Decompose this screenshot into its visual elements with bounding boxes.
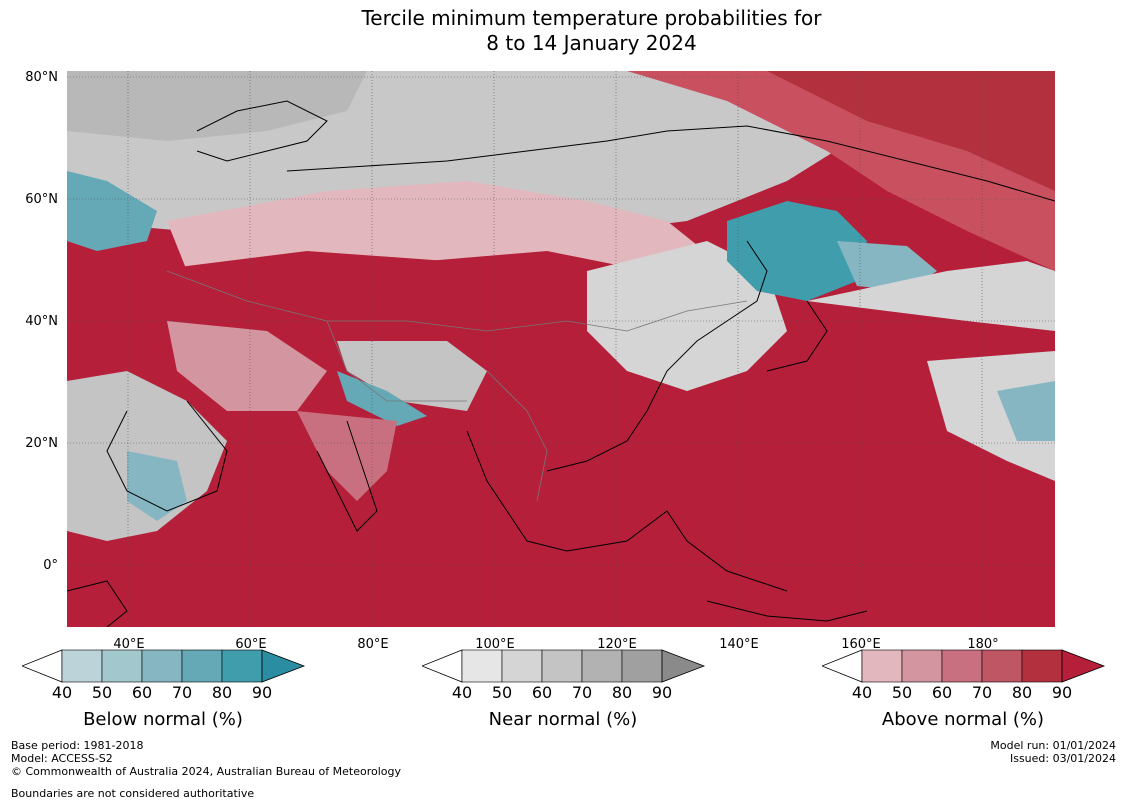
colorbar-below-swatch-70 <box>181 649 223 683</box>
colorbar-near-swatch-90 <box>661 649 706 683</box>
lon-label-60e: 60°E <box>235 637 267 652</box>
above-light-siberia <box>167 181 717 271</box>
colorbar-above-swatch-60 <box>941 649 983 683</box>
colorbar-below-normal: 40 50 60 70 80 90 <box>20 649 306 702</box>
colorbar-near-title: Near normal (%) <box>488 709 638 730</box>
colorbar-near-svg <box>420 649 706 683</box>
colorbar-above-swatch-70 <box>981 649 1023 683</box>
lat-label-40n: 40°N <box>25 314 58 329</box>
colorbar-above-swatch-40 <box>861 649 903 683</box>
map-svg <box>67 71 1055 627</box>
colorbar-below-svg <box>20 649 306 683</box>
colorbar-below-tick-40: 40 <box>51 683 73 702</box>
colorbar-near-tick-80: 80 <box>611 683 633 702</box>
colorbar-above-tick-70: 70 <box>971 683 993 702</box>
colorbar-above-svg <box>820 649 1106 683</box>
colorbar-below-swatch-80 <box>221 649 263 683</box>
colorbar-below-tick-50: 50 <box>91 683 113 702</box>
near-normal-east-asia <box>587 241 787 391</box>
colorbar-above-swatch-90 <box>1061 649 1106 683</box>
colorbar-near-tick-70: 70 <box>571 683 593 702</box>
colorbar-below-swatch-60 <box>141 649 183 683</box>
colorbar-near-swatch-80 <box>621 649 663 683</box>
lat-label-80n: 80°N <box>25 70 58 85</box>
colorbar-below-tick-60: 60 <box>131 683 153 702</box>
colorbar-below-tick-80: 80 <box>211 683 233 702</box>
colorbar-above-swatch-50 <box>901 649 943 683</box>
footer-right: Model run: 01/01/2024 Issued: 03/01/2024 <box>990 739 1116 765</box>
title-line-1: Tercile minimum temperature probabilitie… <box>361 6 822 30</box>
title-line-2: 8 to 14 January 2024 <box>486 31 697 55</box>
colorbar-below-title: Below normal (%) <box>83 709 243 730</box>
colorbar-above-tick-40: 40 <box>851 683 873 702</box>
above-india <box>297 411 397 501</box>
lat-label-20n: 20°N <box>25 436 58 451</box>
near-normal-north-dark <box>67 71 367 141</box>
probability-map <box>67 71 1055 627</box>
below-horn-africa <box>127 451 187 521</box>
near-normal-pacific-north <box>807 261 1055 331</box>
lon-label-80e: 80°E <box>357 637 389 652</box>
lon-label-180: 180° <box>967 637 999 652</box>
colorbar-above-swatch-80 <box>1021 649 1063 683</box>
above-central-asia <box>147 251 627 341</box>
colorbar-near-swatch-40 <box>461 649 503 683</box>
colorbar-above-tick-60: 60 <box>931 683 953 702</box>
colorbar-near-tick-60: 60 <box>531 683 553 702</box>
below-pacific-east <box>997 381 1055 441</box>
colorbar-below-swatch-40 <box>61 649 103 683</box>
issued-text: Issued: 03/01/2024 <box>1009 752 1116 765</box>
colorbar-above-tick-50: 50 <box>891 683 913 702</box>
country-borders <box>166 270 748 502</box>
below-northeast-asia <box>727 201 867 301</box>
lon-label-140e: 140°E <box>719 637 759 652</box>
base-period-text: Base period: 1981-2018 <box>11 739 144 752</box>
near-normal-pacific-east <box>927 351 1055 481</box>
above-northeast-dark <box>767 71 1055 191</box>
below-west <box>67 171 157 251</box>
footer-left: Base period: 1981-2018 Model: ACCESS-S2 … <box>11 739 401 778</box>
boundaries-disclaimer: Boundaries are not considered authoritat… <box>11 787 255 800</box>
colorbar-below-swatch-50 <box>101 649 143 683</box>
below-himalaya <box>337 371 427 426</box>
colorbar-near-swatch-50 <box>501 649 543 683</box>
colorbar-above-tick-90: 90 <box>1051 683 1073 702</box>
model-run-text: Model run: 01/01/2024 <box>990 739 1116 752</box>
colorbar-near-swatch-60 <box>541 649 583 683</box>
lat-label-0: 0° <box>43 558 58 573</box>
near-normal-tibet <box>337 341 487 411</box>
colorbar-above-normal: 40 50 60 70 80 90 <box>820 649 1106 702</box>
model-text: Model: ACCESS-S2 <box>11 752 113 765</box>
colorbar-near-swatch-70 <box>581 649 623 683</box>
colorbar-near-tick-50: 50 <box>491 683 513 702</box>
colorbar-near-normal: 40 50 60 70 80 90 <box>420 649 706 702</box>
coastlines <box>67 100 1055 627</box>
colorbar-near-tick-40: 40 <box>451 683 473 702</box>
above-middle-east <box>167 321 327 411</box>
colorbar-below-tick-90: 90 <box>251 683 273 702</box>
colorbar-below-tick-70: 70 <box>171 683 193 702</box>
colorbar-above-title: Above normal (%) <box>881 709 1045 730</box>
lon-label-100e: 100°E <box>475 637 515 652</box>
lon-label-40e: 40°E <box>113 637 145 652</box>
lon-label-160e: 160°E <box>841 637 881 652</box>
colorbar-below-swatch-90 <box>261 649 306 683</box>
colorbar-near-tick-90: 90 <box>651 683 673 702</box>
lon-label-120e: 120°E <box>597 637 637 652</box>
colorbar-above-tick-80: 80 <box>1011 683 1033 702</box>
map-title: Tercile minimum temperature probabilitie… <box>0 6 1127 56</box>
lat-label-60n: 60°N <box>25 192 58 207</box>
copyright-text: © Commonwealth of Australia 2024, Austra… <box>11 765 401 778</box>
